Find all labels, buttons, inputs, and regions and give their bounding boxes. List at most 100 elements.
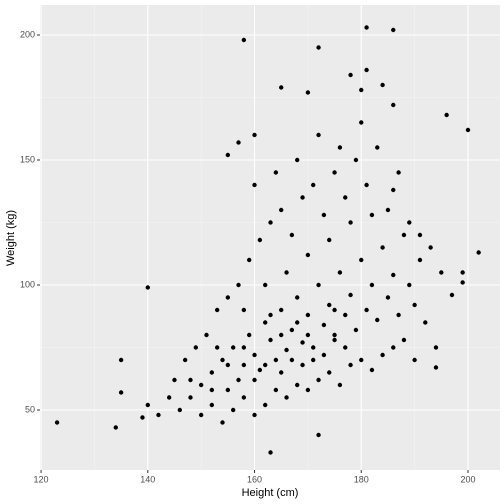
point <box>113 425 118 430</box>
panel <box>40 5 500 470</box>
point <box>407 282 412 288</box>
point <box>209 387 215 393</box>
point <box>396 170 401 175</box>
point <box>262 320 268 325</box>
point <box>332 307 337 313</box>
point <box>359 87 364 93</box>
point <box>252 352 257 358</box>
point <box>321 352 327 358</box>
point <box>177 407 183 413</box>
point <box>353 327 359 333</box>
point <box>300 195 305 200</box>
x-tick-label: 160 <box>247 474 262 484</box>
point <box>295 382 300 388</box>
point <box>460 280 465 285</box>
point <box>236 140 241 145</box>
point <box>327 302 332 308</box>
point <box>241 37 247 43</box>
point <box>439 270 444 275</box>
point <box>433 365 439 370</box>
point <box>364 67 369 73</box>
point <box>364 182 369 188</box>
point <box>348 292 353 298</box>
point <box>54 420 60 425</box>
point <box>273 170 279 175</box>
point <box>289 357 295 363</box>
point <box>391 187 396 193</box>
point <box>295 157 300 163</box>
point <box>316 282 321 288</box>
point <box>369 367 375 373</box>
point <box>449 292 455 298</box>
point <box>348 72 353 78</box>
point <box>241 307 247 313</box>
point <box>268 337 273 343</box>
point <box>359 120 364 125</box>
point <box>332 332 337 338</box>
point <box>391 102 396 108</box>
point <box>214 307 220 313</box>
point <box>348 220 353 225</box>
point <box>262 362 268 368</box>
point <box>305 387 311 393</box>
y-tick-label: 150 <box>20 154 35 164</box>
point <box>380 352 385 358</box>
point <box>220 420 225 425</box>
point <box>444 112 449 118</box>
point <box>273 387 279 393</box>
point <box>316 432 321 438</box>
point <box>257 367 263 373</box>
point <box>225 295 231 300</box>
point <box>230 345 236 350</box>
point <box>198 412 204 418</box>
point <box>172 377 177 383</box>
point <box>279 207 284 213</box>
point <box>220 357 225 363</box>
point <box>279 85 284 90</box>
point <box>343 195 348 200</box>
point <box>359 357 364 363</box>
point <box>401 232 407 238</box>
point <box>465 127 471 133</box>
point <box>353 157 359 163</box>
point <box>214 345 220 350</box>
point <box>140 415 145 420</box>
y-axis-title: Weight (kg) <box>5 210 17 266</box>
point <box>476 250 481 255</box>
point <box>316 132 321 138</box>
point <box>262 402 268 408</box>
point <box>166 395 172 400</box>
point <box>268 450 273 455</box>
point <box>311 182 316 188</box>
point <box>295 295 300 300</box>
point <box>391 345 396 350</box>
y-tick-label: 200 <box>20 29 35 39</box>
point <box>391 27 396 33</box>
point <box>311 357 316 363</box>
point <box>343 312 348 318</box>
point <box>412 302 417 308</box>
point <box>241 395 247 400</box>
point <box>380 82 385 88</box>
point <box>252 377 257 383</box>
point <box>300 362 305 368</box>
point <box>156 412 161 418</box>
point <box>257 237 263 243</box>
point <box>279 332 284 338</box>
point <box>252 182 257 188</box>
point <box>236 377 241 383</box>
point <box>198 382 204 388</box>
point <box>369 282 375 288</box>
point <box>332 337 337 343</box>
point <box>252 412 257 418</box>
point <box>412 357 417 363</box>
point <box>327 370 332 375</box>
point <box>311 345 316 350</box>
point <box>327 237 332 243</box>
point <box>305 252 311 258</box>
point <box>316 45 321 50</box>
point <box>300 340 305 345</box>
point <box>230 407 236 413</box>
point <box>284 347 289 353</box>
